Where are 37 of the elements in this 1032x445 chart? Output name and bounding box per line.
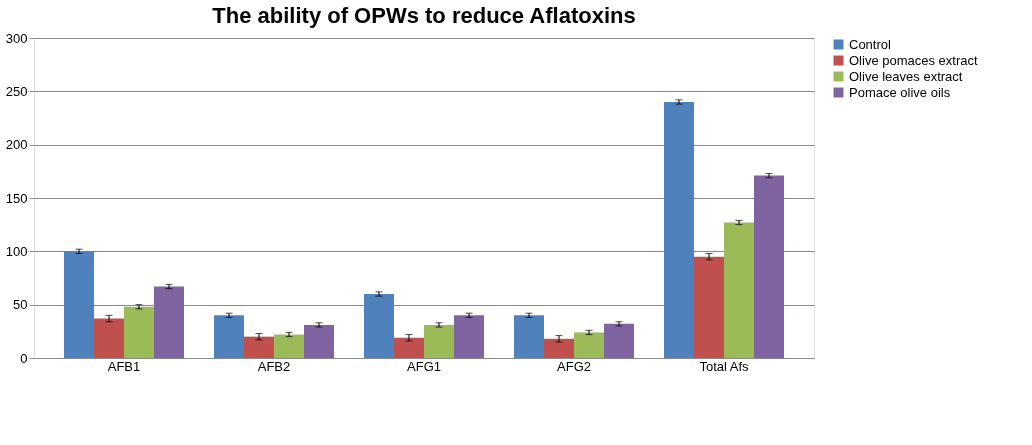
y-tick-label: 200 (5, 137, 28, 153)
bar (364, 294, 394, 358)
bar (664, 102, 694, 358)
bar (394, 337, 424, 358)
y-tick-label: 150 (5, 190, 28, 206)
bar (514, 315, 544, 358)
x-tick-label: Total Afs (699, 358, 750, 374)
bar (154, 286, 184, 358)
x-tick-label: AFB2 (257, 358, 291, 374)
bar (304, 324, 334, 358)
bar (754, 175, 784, 358)
bar (604, 323, 634, 358)
bar (274, 334, 304, 358)
bar (124, 306, 154, 358)
y-tick-label: 100 (5, 243, 28, 259)
bar (64, 251, 94, 358)
x-tick-label: AFB1 (107, 358, 141, 374)
bar (244, 336, 274, 358)
y-tick-label: 0 (20, 350, 28, 366)
x-tick-label: AFG1 (407, 358, 441, 374)
bar (574, 332, 604, 358)
bar (544, 338, 574, 358)
bar (724, 222, 754, 358)
bar (424, 324, 454, 358)
legend-label: Pomace olive oils (849, 84, 951, 100)
x-tick-label: AFG2 (557, 358, 591, 374)
chart-title: The ability of OPWs to reduce Aflatoxins (212, 3, 636, 28)
legend-label: Olive pomaces extract (849, 52, 978, 68)
bar (694, 256, 724, 358)
bar (454, 315, 484, 358)
legend-label: Olive leaves extract (849, 68, 963, 84)
bar (94, 318, 124, 358)
y-tick-label: 300 (5, 30, 28, 46)
bar (214, 315, 244, 358)
y-tick-label: 50 (13, 297, 28, 313)
legend-label: Control (849, 36, 892, 52)
y-tick-label: 250 (5, 83, 28, 99)
